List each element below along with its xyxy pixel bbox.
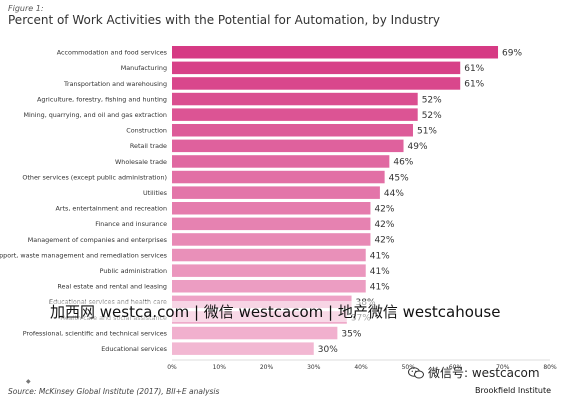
bar (172, 93, 418, 106)
x-tick-label: 80% (543, 364, 557, 371)
value-label: 49% (408, 142, 428, 152)
category-label: Construction (126, 127, 167, 135)
bar (172, 46, 498, 59)
category-label: Wholesale trade (115, 158, 167, 166)
value-label: 69% (502, 48, 522, 58)
bar (172, 202, 370, 215)
wechat-id: 微信号: westcacom (408, 364, 540, 381)
category-label: Real estate and rental and leasing (57, 283, 167, 291)
value-label: 44% (384, 189, 404, 199)
category-label: Administrative and support, waste manage… (0, 251, 168, 259)
watermark-text: 加西网 westca.com | 微信 westcacom | 地产微信 wes… (50, 301, 500, 322)
bar (172, 140, 404, 153)
category-label: Public administration (100, 267, 167, 275)
x-tick-label: 0% (167, 364, 177, 371)
category-label: Educational services (101, 345, 167, 353)
x-tick-label: 10% (213, 364, 227, 371)
category-label: Manufacturing (121, 64, 167, 72)
wechat-icon (408, 367, 424, 379)
category-label: Other services (except public administra… (22, 173, 167, 181)
bar (172, 327, 337, 340)
value-label: 41% (370, 282, 390, 292)
value-label: 46% (393, 158, 413, 168)
x-tick-label: 40% (354, 364, 368, 371)
value-label: 52% (422, 111, 442, 121)
brand-name: Brookfield Institute (475, 386, 551, 395)
value-label: 42% (374, 220, 394, 230)
wechat-label: 微信号: westcacom (428, 364, 540, 381)
bar (172, 124, 413, 137)
bar (172, 155, 389, 168)
bar (172, 264, 366, 277)
value-label: 41% (370, 267, 390, 277)
bar (172, 186, 380, 199)
category-label: Arts, entertainment and recreation (56, 205, 168, 213)
bar (172, 171, 385, 184)
x-tick-label: 20% (260, 364, 274, 371)
category-label: Utilities (143, 189, 168, 197)
bar (172, 342, 314, 355)
value-label: 41% (370, 251, 390, 261)
bar (172, 249, 366, 261)
corner-logo: ◆ (26, 378, 31, 385)
bar (172, 280, 366, 293)
category-label: Management of companies and enterprises (28, 236, 168, 244)
bar (172, 218, 370, 231)
value-label: 61% (464, 64, 484, 74)
value-label: 30% (318, 345, 338, 355)
x-tick-label: 30% (307, 364, 321, 371)
bar (172, 62, 460, 75)
value-label: 45% (389, 173, 409, 183)
category-label: Agriculture, forestry, fishing and hunti… (37, 95, 167, 103)
category-label: Mining, quarrying, and oil and gas extra… (23, 111, 167, 119)
value-label: 42% (374, 236, 394, 246)
bar (172, 233, 370, 246)
category-label: Professional, scientific and technical s… (23, 329, 168, 337)
source-note: Source: McKinsey Global Institute (2017)… (8, 387, 219, 396)
category-label: Retail trade (130, 142, 167, 150)
value-label: 35% (341, 329, 361, 339)
value-label: 52% (422, 95, 442, 105)
category-label: Transportation and warehousing (63, 80, 167, 88)
value-label: 42% (374, 204, 394, 214)
category-label: Finance and insurance (95, 220, 167, 228)
value-label: 51% (417, 126, 437, 136)
bar (172, 108, 418, 121)
value-label: 61% (464, 80, 484, 90)
bar (172, 77, 460, 90)
category-label: Accommodation and food services (57, 49, 168, 57)
